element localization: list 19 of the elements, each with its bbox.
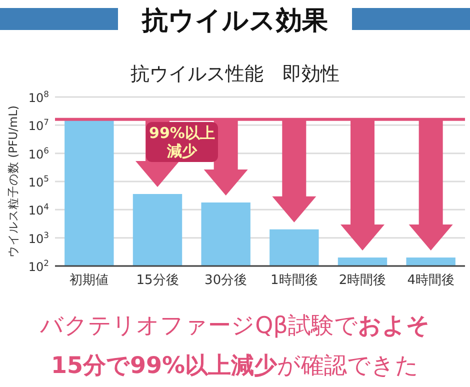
y-tick-label: 10$^{6}$: [28, 145, 49, 162]
chart-title: 抗ウイルス効果: [141, 6, 328, 36]
text: バクテリオファージQβ試験でおよそ: [39, 313, 430, 339]
y-tick-label: 10$^{5}$: [28, 174, 49, 190]
y-tick-label: 10$^{3}$: [28, 230, 49, 246]
y-tick-label: 10$^{7}$: [28, 117, 49, 134]
y-tick-label: 10$^{2}$: [28, 258, 49, 274]
text: 15分で99%以上減少が確認できた: [50, 353, 420, 379]
y-axis-title: ウイルス粒子の数 (PFU/mL): [6, 105, 20, 258]
chart-subtitle: 抗ウイルス性能 即効性: [130, 63, 340, 85]
x-tick-label: 1時間後: [270, 273, 318, 288]
x-tick-label: 4時間後: [407, 273, 454, 288]
x-tick-label: 15分後: [136, 273, 179, 288]
x-tick-label: 初期値: [70, 273, 109, 288]
y-tick-label: 10$^{8}$: [28, 89, 49, 105]
x-tick-label: 30分後: [204, 273, 248, 288]
annotation: 99%以上減少: [146, 122, 218, 162]
y-tick-label: 10$^{4}$: [28, 202, 49, 218]
x-tick-label: 2時間後: [338, 273, 386, 288]
